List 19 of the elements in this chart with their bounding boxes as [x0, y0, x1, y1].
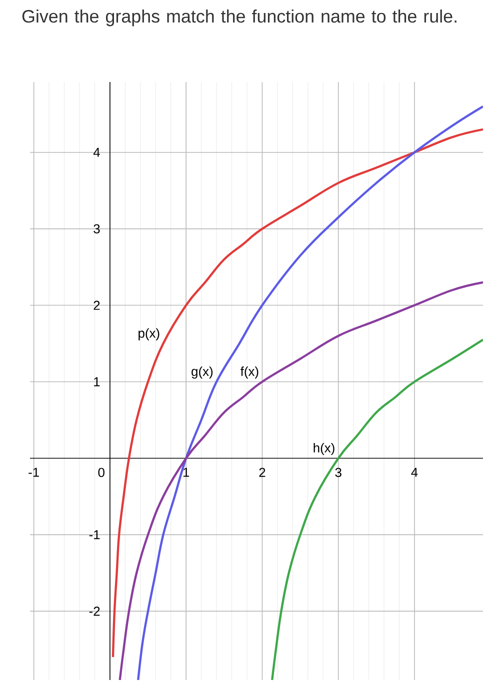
series-label: p(x): [138, 328, 160, 340]
y-tick-label: -2: [89, 606, 100, 616]
x-tick-label: 2: [259, 468, 266, 477]
x-tick-label: -1: [28, 468, 39, 477]
chart-title: Given the graphs match the function name to the rule.: [22, 10, 456, 26]
series-label: h(x): [314, 442, 334, 456]
series-label: g(x): [192, 366, 213, 379]
x-tick-label: 1: [183, 468, 190, 477]
line-series: [118, 281, 484, 680]
series-label: f(x): [240, 366, 258, 379]
y-tick-label: 3: [94, 224, 100, 234]
y-tick-label: -1: [89, 530, 100, 540]
x-tick-label: 0: [98, 468, 104, 478]
x-tick-label: 3: [335, 468, 342, 478]
y-tick-label: 4: [93, 148, 100, 157]
y-tick-label: 1: [94, 377, 100, 386]
x-tick-label: 4: [411, 468, 418, 477]
line-series: [271, 338, 484, 680]
y-tick-label: 2: [94, 300, 100, 310]
